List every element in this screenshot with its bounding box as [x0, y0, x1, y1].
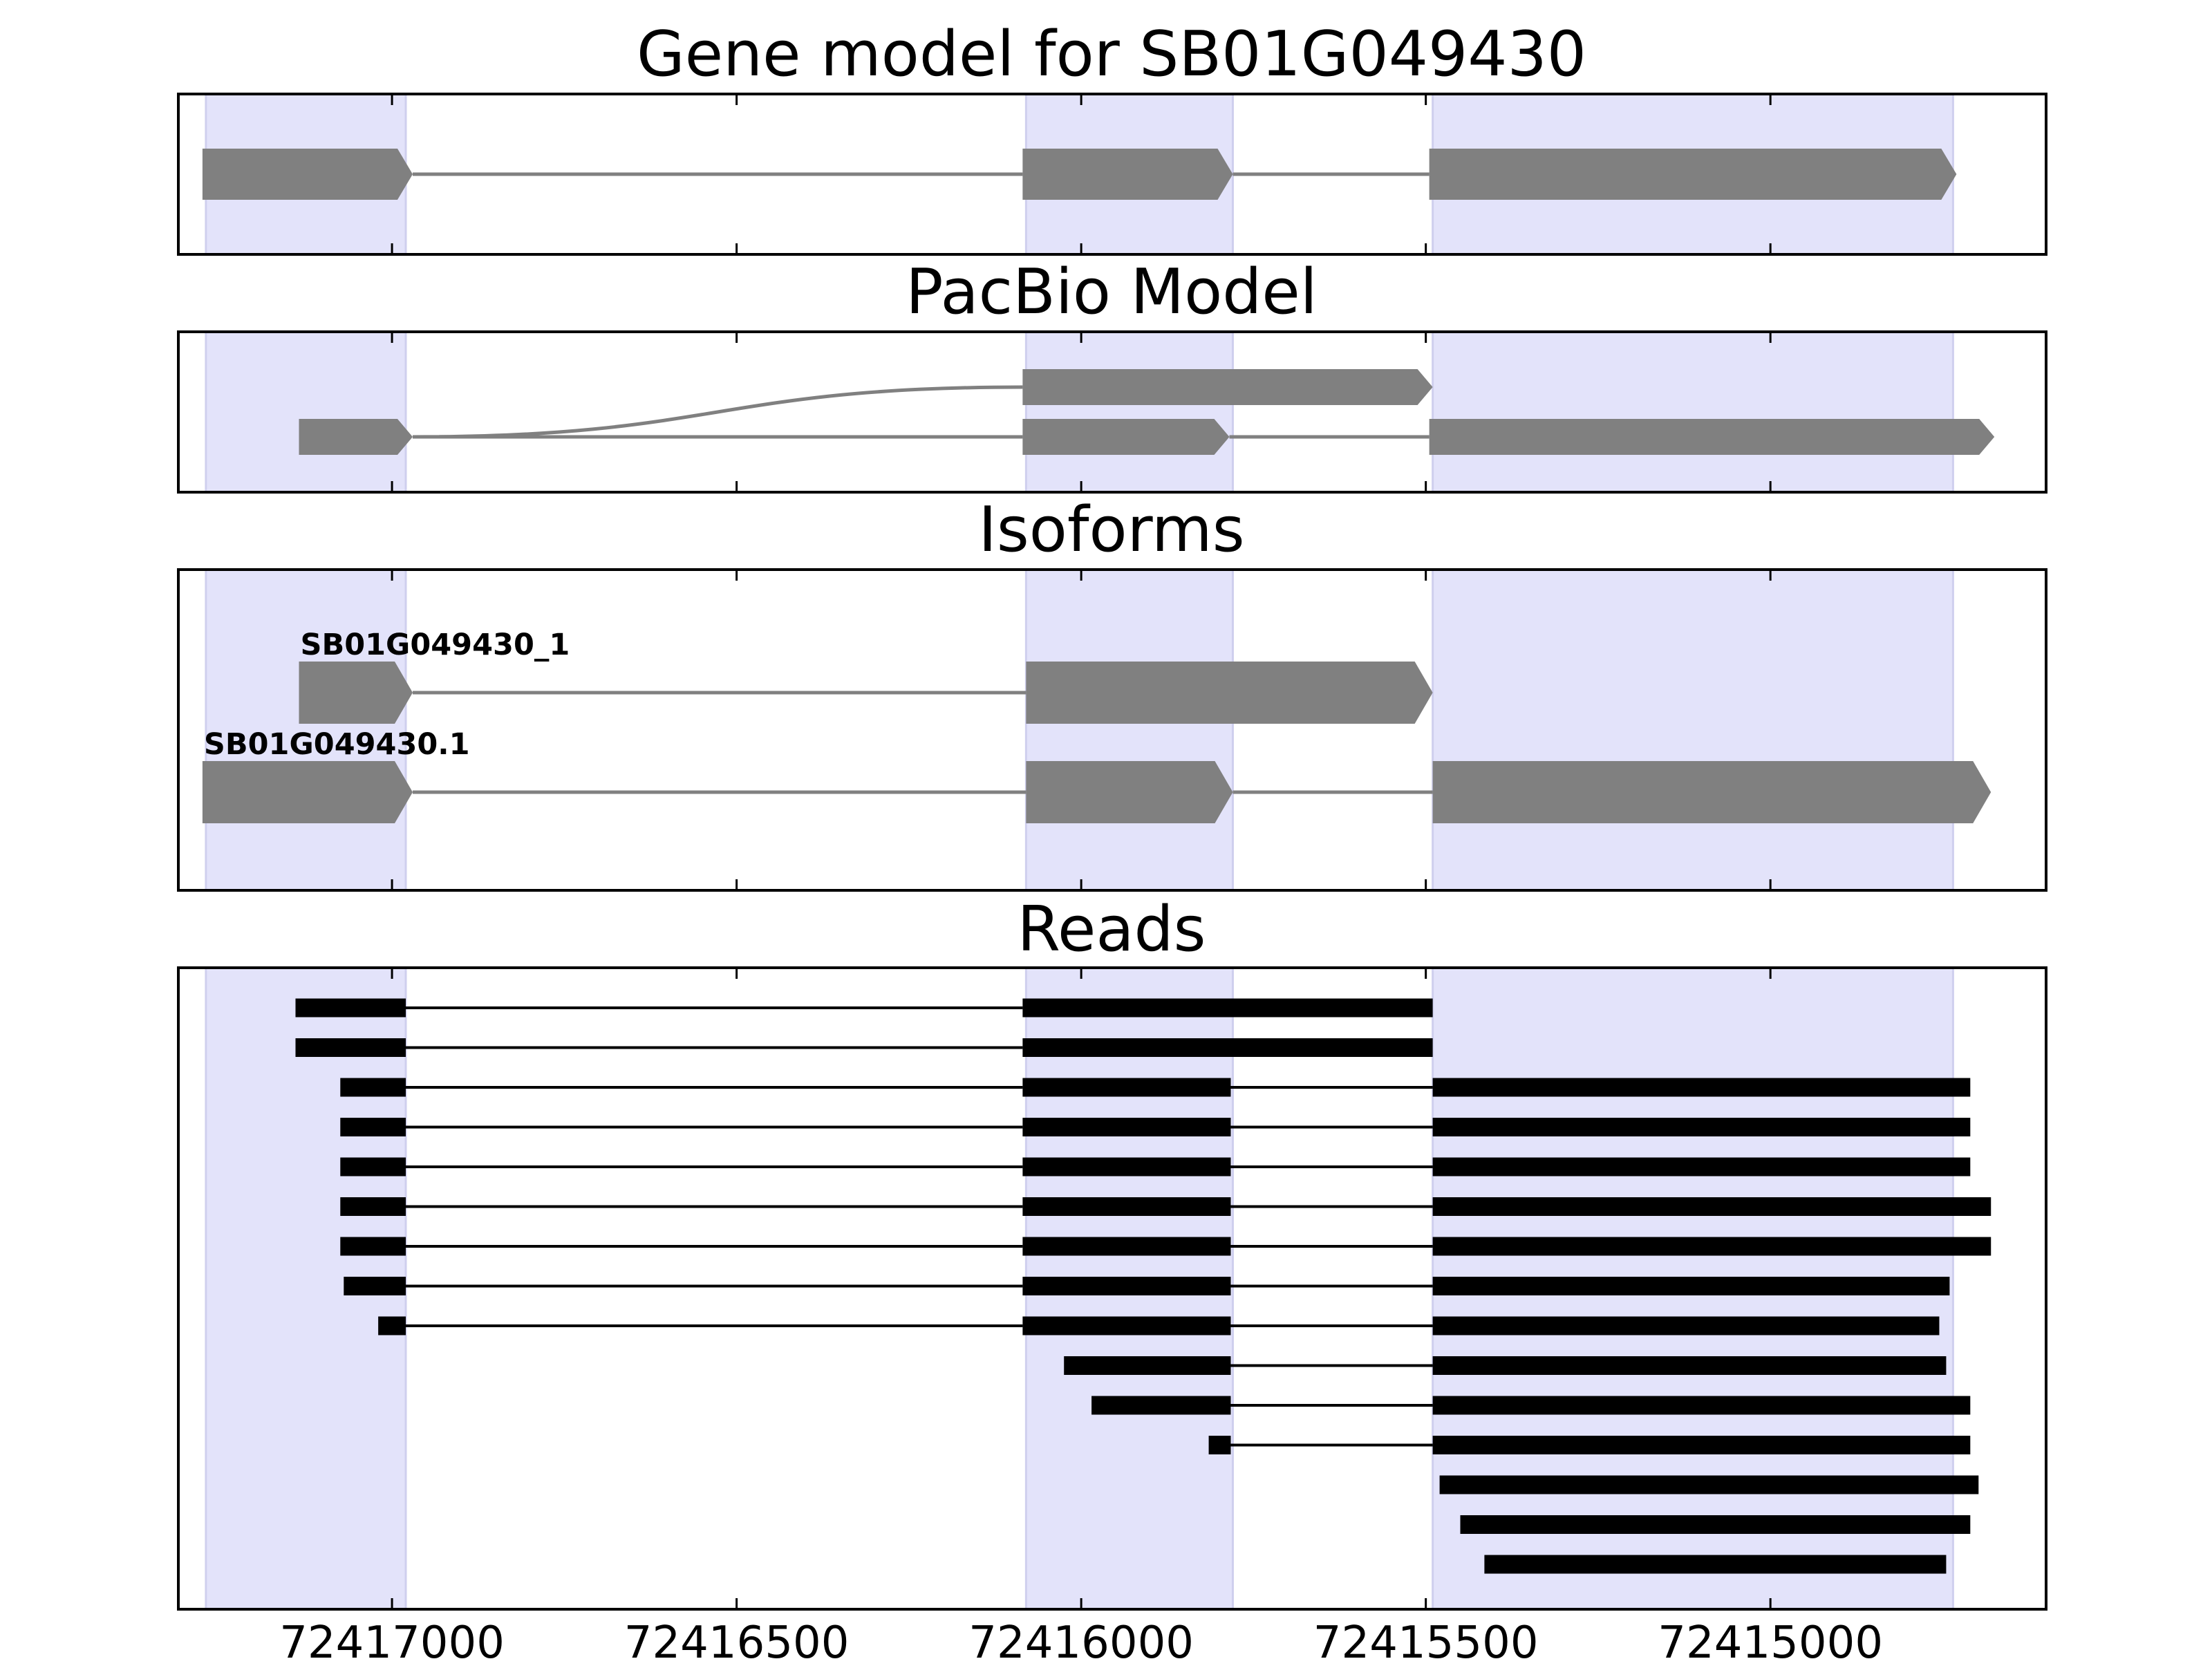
- exon-pacbio-model-0-0: [299, 419, 413, 455]
- read-block-7-0: [344, 1277, 406, 1295]
- title-gene-model: Gene model for SB01G049430: [636, 18, 1587, 91]
- exon-isoforms-0-1: [1026, 662, 1433, 724]
- read-block-3-2: [1432, 1118, 1971, 1136]
- read-block-5-1: [1022, 1197, 1231, 1216]
- xtick-label-0: 72417000: [279, 1618, 505, 1659]
- read-block-11-0: [1208, 1436, 1231, 1454]
- xtick-label-2: 72416000: [968, 1618, 1194, 1659]
- xtick-label-3: 72415500: [1313, 1618, 1539, 1659]
- highlight-region-2-1: [1024, 568, 1234, 892]
- highlight-region-1-2: [1432, 330, 1954, 494]
- isoform-label-1: SB01G049430.1: [204, 727, 470, 762]
- exon-pacbio-model-0-2: [1429, 419, 1995, 455]
- read-block-1-1: [1022, 1038, 1433, 1057]
- exon-isoforms-1-2: [1432, 761, 1991, 823]
- read-block-9-1: [1432, 1356, 1947, 1375]
- read-block-14-0: [1484, 1555, 1947, 1574]
- read-block-8-0: [378, 1316, 406, 1335]
- highlight-region-1-1: [1024, 330, 1234, 494]
- read-block-3-1: [1022, 1118, 1231, 1136]
- read-block-0-1: [1022, 998, 1433, 1018]
- read-block-5-0: [340, 1197, 406, 1216]
- highlight-region-2-2: [1432, 568, 1954, 892]
- exon-gene-model-0-1: [1022, 149, 1233, 200]
- read-block-2-2: [1432, 1078, 1971, 1097]
- read-block-10-0: [1091, 1396, 1231, 1415]
- read-block-4-1: [1022, 1157, 1231, 1177]
- read-block-12-0: [1439, 1475, 1979, 1494]
- exon-pacbio-model-0-1: [1022, 419, 1230, 455]
- xtick-label-4: 72415000: [1658, 1618, 1883, 1659]
- isoform-label-0: SB01G049430_1: [300, 628, 570, 662]
- read-block-4-0: [340, 1157, 406, 1177]
- exon-isoforms-1-0: [202, 761, 413, 823]
- read-block-2-1: [1022, 1078, 1231, 1097]
- exon-gene-model-0-2: [1429, 149, 1957, 200]
- read-block-7-1: [1022, 1277, 1231, 1295]
- axes-frame-reads: [177, 966, 2047, 1611]
- read-block-1-0: [295, 1038, 406, 1057]
- xtick-label-1: 72416500: [624, 1618, 850, 1659]
- read-block-7-2: [1432, 1277, 1950, 1295]
- read-block-8-1: [1022, 1316, 1231, 1335]
- read-block-6-0: [340, 1237, 406, 1256]
- exon-gene-model-0-0: [202, 149, 413, 200]
- highlight-region-2-0: [205, 568, 407, 892]
- read-block-11-1: [1432, 1436, 1971, 1454]
- read-block-5-2: [1432, 1197, 1991, 1216]
- read-block-0-0: [295, 998, 406, 1018]
- read-block-13-0: [1460, 1515, 1971, 1534]
- axes-frame-gene-model: [177, 93, 2047, 256]
- junction-curve-pacbio: [412, 385, 1023, 439]
- title-pacbio-model: PacBio Model: [906, 256, 1318, 328]
- read-block-10-1: [1432, 1396, 1971, 1415]
- axes-frame-isoforms: [177, 568, 2047, 892]
- exon-isoforms-0-0: [299, 662, 413, 724]
- title-reads: Reads: [1017, 893, 1206, 966]
- read-block-3-0: [340, 1118, 406, 1136]
- read-block-2-0: [340, 1078, 406, 1097]
- highlight-region-1-0: [205, 330, 407, 494]
- exon-pacbio-model-1-0: [1022, 369, 1433, 405]
- exon-isoforms-1-1: [1026, 761, 1233, 823]
- read-block-4-2: [1432, 1157, 1971, 1177]
- axes-frame-pacbio-model: [177, 330, 2047, 494]
- title-isoforms: Isoforms: [978, 494, 1245, 566]
- read-block-8-2: [1432, 1316, 1940, 1335]
- read-block-6-2: [1432, 1237, 1991, 1256]
- read-block-9-0: [1064, 1356, 1231, 1375]
- read-block-6-1: [1022, 1237, 1231, 1256]
